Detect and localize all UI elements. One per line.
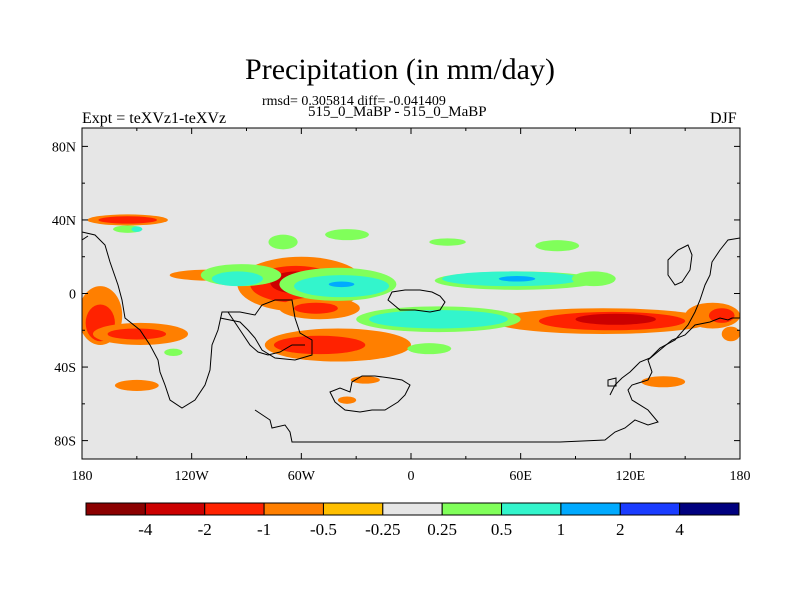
anomaly-region-32 [325,229,369,241]
coastline-south [254,317,740,443]
colorbar: -4 -2 -1 -0.5 -0.25 0.25 0.5 1 2 4 [85,502,740,539]
anomaly-region-41 [407,343,452,355]
anomaly-region-40 [571,271,616,287]
x-tick-label: 60E [509,469,532,484]
colorbar-label: 2 [616,520,625,539]
anomaly-region-31 [328,281,355,288]
y-tick-label: 0 [69,288,76,303]
colorbar-label: -4 [138,520,153,539]
y-tick-label: 80S [54,435,76,450]
anomaly-region-28 [268,234,298,250]
colorbar-label: -0.5 [310,520,337,539]
anomaly-region-16 [337,396,357,404]
y-tick-label: 40S [54,361,76,376]
y-tick-label: 40N [52,214,76,229]
coastline-east [609,237,740,396]
anomaly-region-14 [294,302,338,314]
x-tick-label: 180 [730,469,751,484]
colorbar-swatch [560,502,621,516]
season-label: DJF [710,110,737,127]
anomaly-region-5 [107,328,167,340]
axis-ticks: 180 120W 60W 0 60E 120E 180 80N 40N 0 40S 80S [52,128,751,484]
anomaly-region-33 [429,238,466,246]
stats-text: rmsd= 0.305814 diff= -0.041409 [262,94,446,109]
anomaly-region-36 [498,276,536,282]
coastline-middle [387,289,446,313]
x-tick-label: 120W [175,469,210,484]
colorbar-swatch [322,502,384,516]
colorbar-swatch [85,502,146,516]
anomaly-region-21 [708,308,735,323]
anomaly-regions [82,214,740,404]
coastline-northwest [82,235,89,241]
x-tick-label: 0 [408,469,415,484]
plot-background [82,128,740,459]
colorbar-label: 1 [557,520,566,539]
coastline-west [82,231,313,409]
colorbar-swatch [619,502,681,516]
coastline-inner-south [329,375,411,413]
chart-title: Precipitation (in mm/day) [245,53,555,86]
colorbar-swatch [382,502,443,516]
colorbar-label: 4 [675,520,684,539]
anomaly-region-25 [131,226,143,232]
x-tick-label: 60W [288,469,316,484]
colorbar-label: -0.25 [365,520,400,539]
anomaly-region-42 [164,348,183,357]
anomaly-region-38 [368,310,508,329]
x-tick-label: 120E [616,469,646,484]
colorbar-label: -1 [257,520,271,539]
x-tick-label: 180 [72,469,93,484]
coastlines [82,231,740,443]
colorbar-swatch [144,502,206,516]
anomaly-region-19 [575,313,656,325]
anomaly-region-12 [273,335,366,355]
colorbar-swatch [501,502,562,516]
colorbar-swatch [441,502,503,516]
colorbar-swatch [679,502,740,516]
chart-subtitle: 515_0_MaBP - 515_0_MaBP [308,104,487,120]
y-tick-label: 80N [52,140,76,155]
coastline-east-2 [667,244,693,286]
colorbar-swatch [204,502,265,516]
island [607,377,617,387]
anomaly-region-6 [114,379,159,391]
colorbar-label: -2 [198,520,212,539]
anomaly-region-39 [535,240,580,252]
colorbar-swatch [263,502,324,516]
anomaly-region-27 [211,271,263,287]
experiment-label: Expt = teXVz1-teXVz [82,110,227,127]
anomaly-region-22 [641,376,686,388]
anomaly-region-1 [98,216,157,224]
colorbar-label: 0.25 [427,520,457,539]
anomaly-region-23 [721,326,740,342]
colorbar-label: 0.5 [491,520,512,539]
coastline-middle-2 [227,311,305,356]
